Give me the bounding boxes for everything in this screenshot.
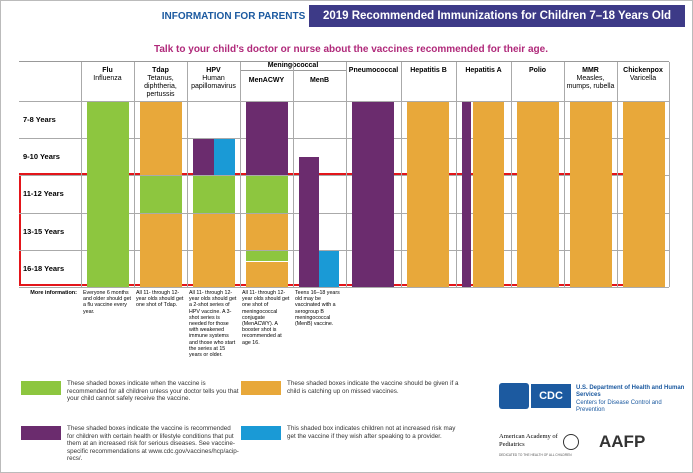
legend-text: These shaded boxes indicate the vaccine … bbox=[67, 425, 239, 463]
col-line bbox=[293, 62, 294, 287]
row-label: 7-8 Years bbox=[23, 115, 56, 124]
aap-seal bbox=[563, 434, 579, 450]
vaccine-bar bbox=[246, 102, 288, 175]
col-line bbox=[669, 62, 670, 287]
tag: INFORMATION FOR PARENTS bbox=[161, 11, 306, 22]
row-line bbox=[19, 138, 669, 139]
row-line bbox=[19, 287, 669, 288]
vaccine-bar bbox=[319, 251, 339, 287]
aafp-logo: AAFP bbox=[599, 432, 646, 451]
legend-swatch bbox=[21, 381, 61, 395]
vaccine-bar bbox=[246, 214, 288, 250]
column-name: Hepatitis B bbox=[410, 67, 447, 74]
column-name: MenACWY bbox=[248, 77, 285, 84]
note: Teens 16–18 years old may be vaccinated … bbox=[295, 290, 340, 328]
vaccine-bar bbox=[570, 102, 612, 287]
column-header: Flu Influenza bbox=[81, 67, 134, 83]
legend-text: These shaded boxes indicate when the vac… bbox=[67, 380, 239, 403]
vaccine-bar bbox=[246, 251, 288, 261]
vaccine-bar bbox=[299, 157, 319, 287]
column-sub: Tetanus, diphtheria, pertussis bbox=[144, 75, 177, 98]
note: All 11- through 12-year olds should get … bbox=[136, 290, 184, 309]
legend-text: This shaded box indicates children not a… bbox=[287, 425, 456, 440]
row-label: 16-18 Years bbox=[23, 264, 65, 273]
column-sub: Influenza bbox=[93, 75, 122, 82]
column-sub: Measles, mumps, rubella bbox=[566, 75, 615, 90]
col-line bbox=[187, 62, 188, 287]
vaccine-bar bbox=[473, 102, 504, 287]
col-line bbox=[617, 62, 618, 287]
col-line bbox=[456, 62, 457, 287]
vaccine-bar bbox=[193, 214, 235, 287]
row-line bbox=[19, 213, 669, 214]
column-header: Tdap Tetanus, diphtheria, pertussis bbox=[134, 67, 187, 99]
col-line bbox=[346, 62, 347, 287]
hhs-text: U.S. Department of Health and Human Serv… bbox=[576, 385, 685, 398]
column-header: Hepatitis B bbox=[401, 67, 456, 75]
col-line bbox=[511, 62, 512, 287]
legend-swatch bbox=[241, 426, 281, 440]
vaccine-bar bbox=[140, 176, 182, 213]
column-header: Polio bbox=[511, 67, 564, 75]
subtitle: Talk to your child’s doctor or nurse abo… bbox=[154, 44, 548, 55]
aap-motto: DEDICATED TO THE HEALTH OF ALL CHILDREN bbox=[499, 453, 572, 457]
row-line bbox=[19, 175, 669, 176]
row-label: 9-10 Years bbox=[23, 152, 60, 161]
vaccine-bar bbox=[140, 102, 182, 175]
column-name: Hepatitis A bbox=[465, 67, 502, 74]
column-name: HPV bbox=[206, 67, 221, 74]
row-label: 11-12 Years bbox=[23, 189, 64, 198]
vaccine-bar bbox=[214, 139, 235, 175]
col-line bbox=[401, 62, 402, 287]
column-sub: Varicella bbox=[629, 75, 657, 82]
col-line bbox=[81, 62, 82, 287]
column-header: MenB bbox=[293, 77, 346, 85]
column-header: Hepatitis A bbox=[456, 67, 511, 75]
vaccine-bar bbox=[140, 214, 182, 287]
vaccine-bar bbox=[193, 176, 235, 213]
note: Everyone 6 months and older should get a… bbox=[83, 290, 132, 315]
column-header: HPV Human papillomavirus bbox=[187, 67, 240, 91]
cdc-logo: CDC bbox=[531, 384, 571, 408]
vaccine-bar bbox=[193, 139, 214, 175]
legend-text: These shaded boxes indicate the vaccine … bbox=[287, 380, 459, 395]
column-header: Chickenpox Varicella bbox=[617, 67, 669, 83]
cdc-logo-box bbox=[499, 383, 529, 409]
aap-text: American Academy of Pediatrics bbox=[499, 433, 558, 448]
rule bbox=[19, 61, 669, 62]
vaccine-bar bbox=[407, 102, 449, 287]
column-header: MMR Measles, mumps, rubella bbox=[564, 67, 617, 91]
vaccine-bar bbox=[246, 176, 288, 213]
note: All 11- through 12-year olds should get … bbox=[242, 290, 290, 346]
column-name: Tdap bbox=[152, 67, 169, 74]
row-label: 13-15 Years bbox=[23, 227, 65, 236]
legend-swatch bbox=[21, 426, 61, 440]
vaccine-bar bbox=[352, 102, 394, 287]
vaccine-bar bbox=[246, 262, 288, 287]
row-line bbox=[19, 250, 669, 251]
note: All 11- through 12-year olds should get … bbox=[189, 290, 237, 359]
column-sub: Human papillomavirus bbox=[191, 75, 236, 90]
column-name: Pneumococcal bbox=[348, 67, 399, 74]
vaccine-bar bbox=[517, 102, 559, 287]
column-name: Flu bbox=[102, 67, 113, 74]
legend-swatch bbox=[241, 381, 281, 395]
column-name: MenB bbox=[309, 77, 330, 84]
col-line bbox=[564, 62, 565, 287]
col-line bbox=[134, 62, 135, 287]
col-line bbox=[240, 62, 241, 287]
row-line bbox=[19, 101, 669, 102]
column-name: Polio bbox=[528, 67, 547, 74]
vaccine-bar bbox=[623, 102, 665, 287]
cdc-full: Centers for Disease Control and Preventi… bbox=[576, 400, 662, 413]
vaccine-bar bbox=[87, 102, 129, 287]
vaccine-bar bbox=[462, 102, 471, 287]
title: 2019 Recommended Immunizations for Child… bbox=[309, 5, 685, 27]
column-name: Chickenpox bbox=[623, 67, 663, 74]
more-label: More information: bbox=[30, 290, 77, 296]
column-header: Pneumococcal bbox=[346, 67, 401, 75]
column-name: MMR bbox=[582, 67, 599, 74]
column-header: MenACWY bbox=[240, 77, 293, 85]
